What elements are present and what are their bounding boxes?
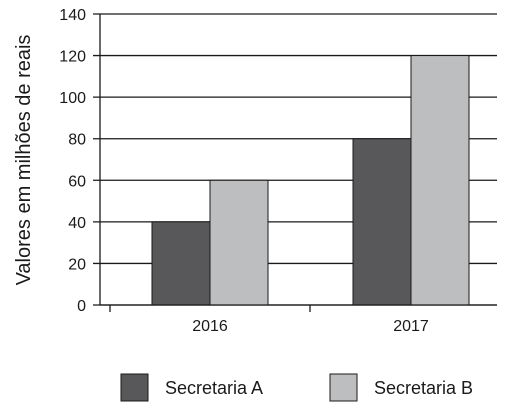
- y-tick-labels: 0 20 40 60 80 100 120 140: [59, 7, 86, 315]
- y-tick-label: 0: [77, 298, 86, 315]
- bar-secretaria-b-2016: [209, 179, 269, 306]
- legend-swatch-secretaria-b: [329, 373, 358, 402]
- y-tick-label: 120: [59, 49, 86, 66]
- y-tick-label: 60: [68, 173, 86, 190]
- bars: [151, 55, 470, 306]
- y-tick-label: 100: [59, 90, 86, 107]
- bar-secretaria-b-2017: [410, 55, 470, 306]
- legend-label: Secretaria A: [165, 378, 263, 398]
- y-tick-label: 140: [59, 7, 86, 24]
- y-axis-title: Valores em milhões de reais: [13, 35, 35, 286]
- bar-secretaria-a-2017: [352, 138, 412, 306]
- axes: [99, 14, 497, 312]
- x-tick-labels: 2016 2017: [192, 318, 429, 335]
- x-tick-label: 2017: [393, 318, 429, 335]
- y-tick-label: 40: [68, 215, 86, 232]
- legend-label: Secretaria B: [374, 378, 473, 398]
- x-tick-label: 2016: [192, 318, 228, 335]
- bar-secretaria-a-2016: [151, 221, 211, 306]
- y-tick-label: 80: [68, 132, 86, 149]
- y-tick-label: 20: [68, 256, 86, 273]
- legend: Secretaria A Secretaria B: [120, 373, 473, 402]
- legend-swatch-secretaria-a: [120, 373, 149, 402]
